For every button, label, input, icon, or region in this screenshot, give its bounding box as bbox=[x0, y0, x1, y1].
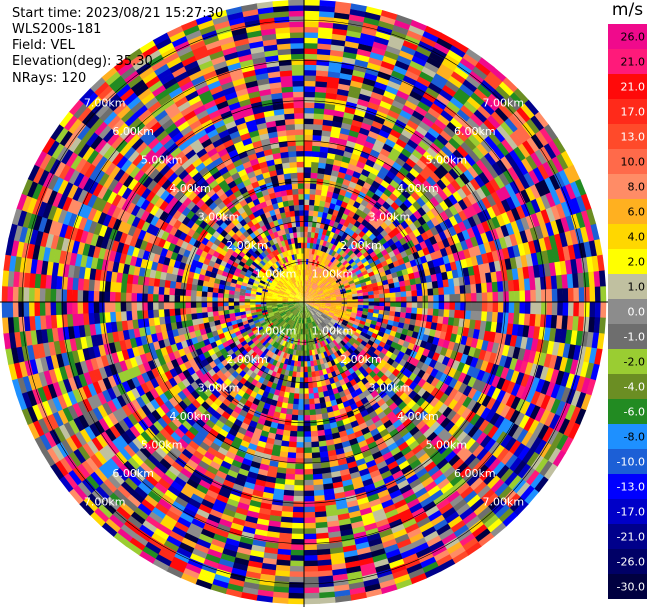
range-ring-label: 3.00km bbox=[198, 381, 240, 394]
colorbar-tick-label: -1.0 bbox=[624, 331, 645, 344]
range-ring-label: 7.00km bbox=[483, 495, 525, 508]
colorbar-bin bbox=[608, 499, 647, 525]
colorbar-unit: m/s bbox=[611, 0, 644, 20]
colorbar-tick-label: -21.0 bbox=[617, 531, 645, 544]
range-ring-label: 4.00km bbox=[397, 410, 439, 423]
colorbar-tick-label: 13.0 bbox=[621, 131, 646, 144]
colorbar-tick-label: -8.0 bbox=[624, 431, 645, 444]
range-ring-label: 3.00km bbox=[369, 211, 411, 224]
range-ring-label: 4.00km bbox=[397, 182, 439, 195]
range-ring-label: 2.00km bbox=[340, 239, 382, 252]
range-ring-label: 5.00km bbox=[141, 154, 183, 167]
colorbar-tick-label: 2.0 bbox=[628, 256, 646, 269]
range-ring-label: 7.00km bbox=[483, 97, 525, 110]
colorbar-bin bbox=[608, 349, 647, 375]
colorbar-bin bbox=[608, 224, 647, 250]
colorbar-bin bbox=[608, 49, 647, 75]
colorbar-bin bbox=[608, 324, 647, 350]
colorbar-bin bbox=[608, 124, 647, 150]
range-ring-label: 4.00km bbox=[169, 182, 211, 195]
range-ring-label: 5.00km bbox=[426, 154, 468, 167]
elevation-label: Elevation(deg): 35.30 bbox=[12, 54, 153, 69]
colorbar-bin bbox=[608, 374, 647, 400]
field-label: Field: VEL bbox=[12, 38, 75, 53]
site-label: WLS200s-181 bbox=[12, 22, 102, 37]
colorbar-tick-label: 1.0 bbox=[628, 281, 646, 294]
colorbar-bin bbox=[608, 399, 647, 425]
colorbar-tick-label: -4.0 bbox=[624, 381, 645, 394]
colorbar-tick-label: 10.0 bbox=[621, 156, 646, 169]
colorbar-tick-label: 0.0 bbox=[628, 306, 646, 319]
colorbar-bin bbox=[608, 99, 647, 125]
range-ring-label: 7.00km bbox=[84, 495, 126, 508]
start-time-label: Start time: 2023/08/21 15:27:30 bbox=[12, 6, 224, 21]
colorbar-bin bbox=[608, 549, 647, 575]
range-ring-label: 1.00km bbox=[312, 268, 354, 281]
range-ring-label: 1.00km bbox=[255, 268, 297, 281]
colorbar-tick-label: -26.0 bbox=[617, 556, 645, 569]
colorbar-bin bbox=[608, 174, 647, 200]
colorbar-tick-label: 8.0 bbox=[628, 181, 646, 194]
ppi-plot: 1.00km 1.00km 1.00km 1.00km 2.00km 2.00km 2.00… bbox=[0, 0, 608, 607]
colorbar-tick-label: -6.0 bbox=[624, 406, 645, 419]
range-ring-label: 2.00km bbox=[340, 353, 382, 366]
range-ring-label: 2.00km bbox=[226, 353, 268, 366]
colorbar-tick-label: 21.0 bbox=[621, 56, 646, 69]
range-ring-label: 1.00km bbox=[255, 324, 297, 337]
colorbar-bin bbox=[608, 249, 647, 275]
colorbar-tick-label: 17.0 bbox=[621, 106, 646, 119]
colorbar-tick-label: -10.0 bbox=[617, 456, 645, 469]
range-ring-label: 6.00km bbox=[454, 125, 496, 138]
colorbar-tick-label: -13.0 bbox=[617, 481, 645, 494]
colorbar-bin bbox=[608, 474, 647, 500]
colorbar: 26.0 21.0 21.0 17.0 13.0 10.0 8.0 6.0 4.0 2.0 1.0 0… bbox=[608, 24, 647, 599]
colorbar-bin bbox=[608, 424, 647, 450]
colorbar-tick-label: -30.0 bbox=[617, 581, 645, 594]
colorbar-bin bbox=[608, 199, 647, 225]
colorbar-tick-label: 21.0 bbox=[621, 81, 646, 94]
colorbar-tick-label: 4.0 bbox=[628, 231, 646, 244]
nrays-label: NRays: 120 bbox=[12, 71, 87, 86]
range-ring-label: 7.00km bbox=[84, 97, 126, 110]
velocity-field bbox=[1, 0, 607, 605]
colorbar-bin bbox=[608, 24, 647, 50]
range-ring-label: 3.00km bbox=[198, 211, 240, 224]
colorbar-tick-label: 26.0 bbox=[621, 31, 646, 44]
colorbar-bin bbox=[608, 274, 647, 300]
range-ring-label: 1.00km bbox=[312, 324, 354, 337]
range-ring-label: 6.00km bbox=[454, 467, 496, 480]
colorbar-tick-label: -17.0 bbox=[617, 506, 645, 519]
range-ring-label: 6.00km bbox=[112, 125, 154, 138]
range-ring-label: 5.00km bbox=[426, 438, 468, 451]
colorbar-bin bbox=[608, 449, 647, 475]
colorbar-tick-label: -2.0 bbox=[624, 356, 645, 369]
range-ring-label: 6.00km bbox=[112, 467, 154, 480]
range-ring-label: 3.00km bbox=[369, 381, 411, 394]
colorbar-bin bbox=[608, 524, 647, 550]
colorbar-bin bbox=[608, 149, 647, 175]
colorbar-tick-label: 6.0 bbox=[628, 206, 646, 219]
range-ring-label: 4.00km bbox=[169, 410, 211, 423]
colorbar-bin bbox=[608, 299, 647, 325]
range-ring-label: 5.00km bbox=[141, 438, 183, 451]
colorbar-bin bbox=[608, 74, 647, 100]
colorbar-bin bbox=[608, 574, 647, 599]
range-ring-label: 2.00km bbox=[226, 239, 268, 252]
